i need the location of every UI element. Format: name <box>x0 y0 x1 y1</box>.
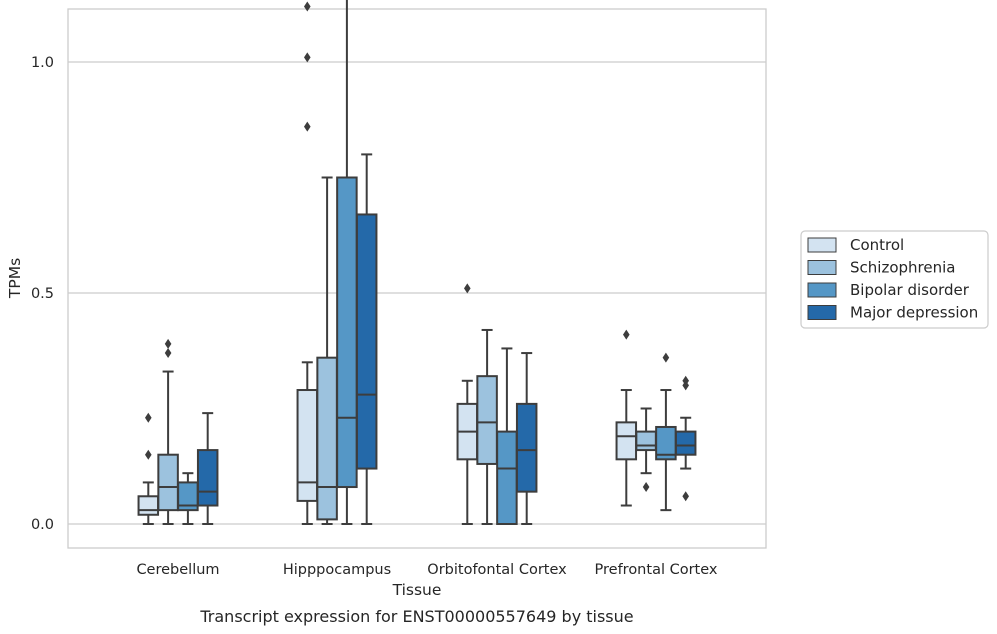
box-bipolar-disorder <box>336 0 358 525</box>
box-schizophrenia <box>316 176 338 525</box>
box-iqr <box>674 430 697 456</box>
box-iqr <box>496 430 518 526</box>
outlier-point <box>304 1 311 12</box>
box-schizophrenia <box>157 338 179 525</box>
x-tick-label: Prefrontal Cortex <box>595 562 718 578</box>
box-control <box>296 1 319 525</box>
box-iqr <box>515 402 538 493</box>
box-major-depression <box>196 412 219 525</box>
box-iqr <box>196 449 219 507</box>
box-iqr <box>296 389 319 502</box>
y-axis-label: TPMs <box>6 258 24 299</box>
box-control <box>615 329 638 507</box>
legend: Control Schizophrenia Bipolar disorder Majo… <box>800 230 989 329</box>
x-axis-label: Tissue <box>392 581 442 599</box>
legend-frame <box>800 230 989 329</box>
legend-swatch <box>807 305 837 320</box>
outlier-point <box>164 348 172 359</box>
chart-caption: Transcript expression for ENST0000055764… <box>199 607 633 626</box>
outlier-point <box>682 380 689 391</box>
box-iqr <box>615 421 638 461</box>
box-control <box>456 283 479 525</box>
plot-frame <box>67 8 767 549</box>
outlier-point <box>145 412 152 423</box>
box-bipolar-disorder <box>177 472 199 525</box>
y-tick-label: 0.0 <box>31 517 54 533</box>
x-tick-label: Cerebellum <box>136 562 219 578</box>
legend-swatch <box>807 260 837 275</box>
outlier-point <box>464 283 471 294</box>
outlier-point <box>682 491 689 502</box>
legend-label: Major depression <box>850 304 978 322</box>
box-iqr <box>476 375 498 465</box>
box-major-depression <box>674 375 697 502</box>
outlier-point <box>642 482 650 493</box>
x-axis: Cerebellum Hipppocampus Orbitofontal Corte… <box>136 562 717 578</box>
outlier-point <box>623 329 630 340</box>
box-iqr <box>157 453 179 512</box>
outlier-point <box>164 338 172 349</box>
box-control <box>137 412 160 525</box>
outlier-point <box>662 352 670 363</box>
legend-label: Bipolar disorder <box>850 281 970 299</box>
box-iqr <box>137 495 160 516</box>
y-tick-label: 1.0 <box>31 55 54 71</box>
box-schizophrenia <box>476 328 498 525</box>
box-iqr <box>355 213 378 470</box>
legend-swatch <box>807 237 837 253</box>
y-tick-label: 0.5 <box>31 286 54 302</box>
box-iqr <box>316 356 338 521</box>
box-iqr <box>336 176 358 489</box>
legend-swatch <box>807 282 837 298</box>
box-series <box>137 0 697 526</box>
x-tick-label: Orbitofontal Cortex <box>427 562 567 578</box>
outlier-point <box>304 121 311 132</box>
box-major-depression <box>515 352 538 525</box>
legend-label: Schizophrenia <box>850 259 955 277</box>
box-iqr <box>635 430 657 452</box>
legend-label: Control <box>850 236 904 254</box>
outlier-point <box>304 52 311 63</box>
y-axis: 0.00.51.01.52.0 <box>31 55 54 533</box>
box-bipolar-disorder <box>655 352 677 512</box>
box-major-depression <box>355 153 378 525</box>
box-bipolar-disorder <box>496 347 518 526</box>
outlier-point <box>145 449 152 460</box>
x-tick-label: Hipppocampus <box>283 562 391 578</box>
box-schizophrenia <box>635 407 657 493</box>
